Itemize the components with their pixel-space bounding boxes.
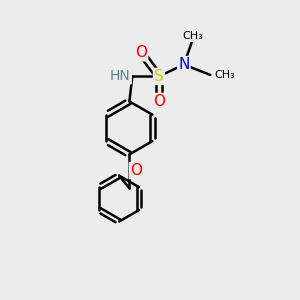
- Text: O: O: [130, 163, 142, 178]
- Text: N: N: [178, 57, 190, 72]
- Text: CH₃: CH₃: [182, 31, 203, 41]
- Text: HN: HN: [110, 69, 131, 83]
- Text: CH₃: CH₃: [215, 70, 236, 80]
- Text: O: O: [135, 45, 147, 60]
- Text: O: O: [153, 94, 165, 109]
- Text: S: S: [154, 69, 164, 84]
